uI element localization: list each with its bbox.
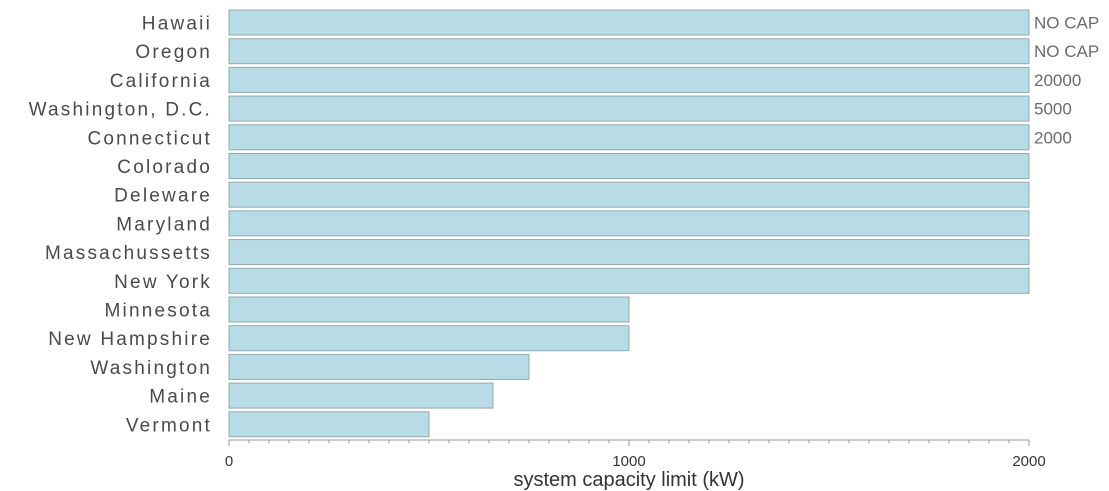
bars-group <box>228 9 1030 438</box>
category-label-hawaii: Hawaii <box>142 14 212 35</box>
data-label-oregon: NO CAP <box>1034 42 1099 61</box>
bar-california <box>228 66 1030 93</box>
data-label-california: 20000 <box>1034 71 1081 90</box>
category-label-new-york: New York <box>114 272 212 293</box>
category-label-deleware: Deleware <box>114 186 212 207</box>
bar-deleware <box>228 181 1030 208</box>
bar-washington <box>228 353 530 380</box>
data-label-washington-d-c: 5000 <box>1034 100 1072 119</box>
category-label-colorado: Colorado <box>117 157 212 178</box>
category-label-minnesota: Minnesota <box>105 301 212 322</box>
x-axis-minor-ticks <box>228 440 1030 446</box>
x-tick-label: 0 <box>225 453 233 470</box>
bar-washington-d-c <box>228 95 1030 122</box>
bar-new-hampshire <box>228 325 630 352</box>
x-axis: 0 1000 2000 system capacity limit (kW) <box>225 439 1046 491</box>
category-label-vermont: Vermont <box>126 415 212 436</box>
data-label-hawaii: NO CAP <box>1034 14 1099 33</box>
category-label-oregon: Oregon <box>135 42 212 63</box>
category-label-connecticut: Connecticut <box>87 128 212 149</box>
bar-vermont <box>228 411 430 438</box>
bar-hawaii <box>228 9 1030 36</box>
data-labels-group: NO CAP NO CAP 20000 5000 2000 <box>1034 14 1099 148</box>
bar-new-york <box>228 267 1030 294</box>
bar-maine <box>228 382 494 409</box>
category-label-california: California <box>110 71 212 92</box>
category-label-massachussetts: Massachussetts <box>45 243 212 264</box>
category-labels-group: Hawaii Oregon California Washington, D.C. Co… <box>29 14 212 437</box>
category-label-washington: Washington <box>90 358 212 379</box>
bar-maryland <box>228 210 1030 237</box>
x-tick-label: 1000 <box>612 453 645 470</box>
bar-colorado <box>228 153 1030 179</box>
bar-minnesota <box>228 296 630 323</box>
category-label-washington-d-c: Washington, D.C. <box>29 100 212 121</box>
x-tick-label: 2000 <box>1012 453 1045 470</box>
category-label-new-hampshire: New Hampshire <box>48 329 212 350</box>
x-axis-tick-labels: 0 1000 2000 <box>225 453 1046 470</box>
bar-massachussetts <box>228 239 1030 266</box>
category-label-maine: Maine <box>149 387 212 408</box>
category-label-maryland: Maryland <box>116 214 212 235</box>
data-label-connecticut: 2000 <box>1034 128 1072 147</box>
bar-connecticut <box>228 124 1030 151</box>
bar-oregon <box>228 38 1030 65</box>
x-axis-title: system capacity limit (kW) <box>513 469 744 491</box>
